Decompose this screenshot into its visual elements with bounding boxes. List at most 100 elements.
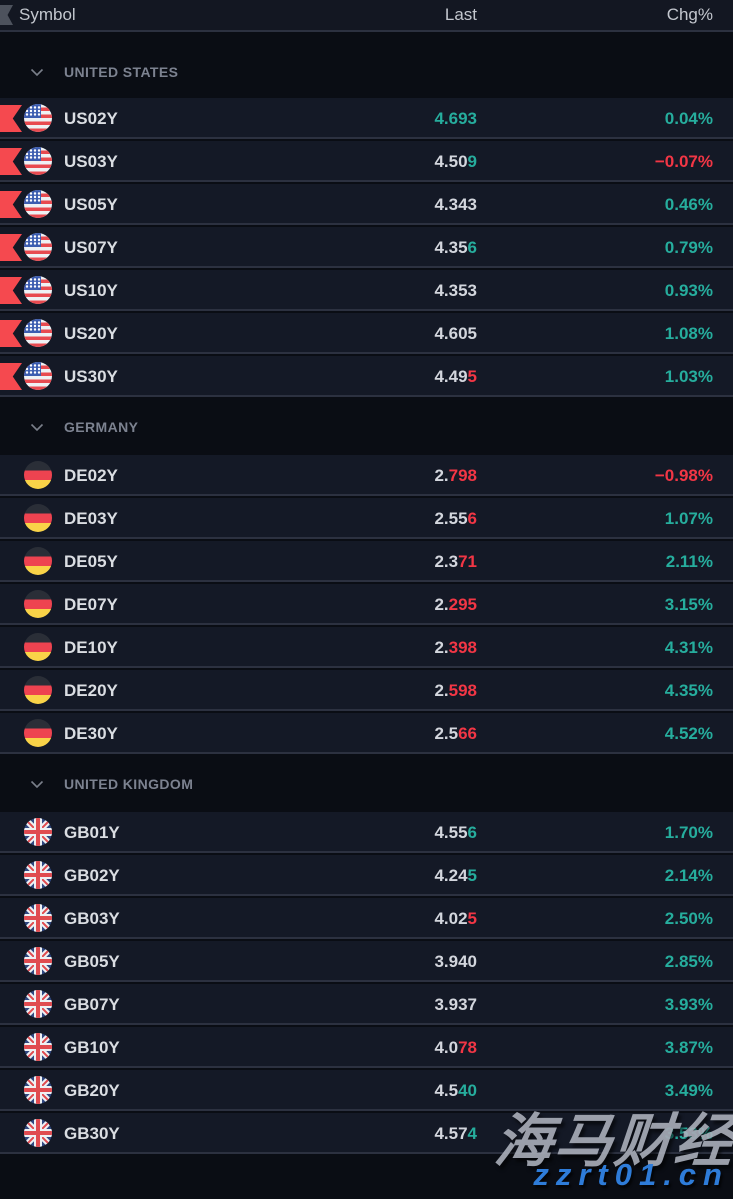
us-flag-icon xyxy=(24,362,52,390)
table-row[interactable]: US03Y 4.509 −0.07% xyxy=(0,141,733,182)
table-row[interactable]: US05Y 4.343 0.46% xyxy=(0,184,733,225)
last-value: 2.371 xyxy=(434,552,477,571)
last-value: 4.556 xyxy=(434,823,477,842)
germany-flag-icon xyxy=(24,590,52,618)
uk-flag-icon xyxy=(24,1033,52,1061)
table-row[interactable]: GB03Y 4.025 2.50% xyxy=(0,898,733,939)
column-header-symbol[interactable]: Symbol xyxy=(19,5,76,24)
symbol-label: DE10Y xyxy=(64,638,118,657)
symbol-label: DE20Y xyxy=(64,681,118,700)
last-value: 4.693 xyxy=(434,109,477,128)
uk-flag-icon xyxy=(24,861,52,889)
last-value: 4.540 xyxy=(434,1081,477,1100)
symbol-label: US10Y xyxy=(64,281,118,300)
table-row[interactable]: DE03Y 2.556 1.07% xyxy=(0,498,733,539)
column-header-last[interactable]: Last xyxy=(444,5,477,24)
change-percent: 2.85% xyxy=(664,952,713,971)
symbol-label: DE07Y xyxy=(64,595,118,614)
last-value: 3.940 xyxy=(434,952,477,971)
last-value: 4.356 xyxy=(434,238,477,257)
uk-flag-icon xyxy=(24,1119,52,1147)
germany-flag-icon xyxy=(24,633,52,661)
table-row[interactable]: GB05Y 3.940 2.85% xyxy=(0,941,733,982)
last-value: 2.556 xyxy=(434,509,477,528)
symbol-label: US02Y xyxy=(64,109,118,128)
uk-flag-icon xyxy=(24,990,52,1018)
symbol-label: DE30Y xyxy=(64,724,118,743)
change-percent: 4.31% xyxy=(664,638,713,657)
table-row[interactable]: GB30Y 4.574 3.53% xyxy=(0,1113,733,1154)
symbol-label: GB30Y xyxy=(64,1124,120,1143)
change-percent: 3.15% xyxy=(664,595,713,614)
change-percent: 3.93% xyxy=(664,995,713,1014)
symbol-label: GB05Y xyxy=(64,952,120,971)
table-row[interactable]: DE02Y 2.798 −0.98% xyxy=(0,455,733,496)
symbol-label: GB20Y xyxy=(64,1081,120,1100)
symbol-label: DE03Y xyxy=(64,509,118,528)
last-value: 2.798 xyxy=(434,466,477,485)
table-row[interactable]: GB07Y 3.937 3.93% xyxy=(0,984,733,1025)
uk-flag-icon xyxy=(24,904,52,932)
chevron-down-icon[interactable] xyxy=(30,780,44,789)
table-row[interactable]: DE30Y 2.566 4.52% xyxy=(0,713,733,754)
change-percent: 1.07% xyxy=(664,509,713,528)
symbol-label: DE02Y xyxy=(64,466,118,485)
table-row[interactable]: US07Y 4.356 0.79% xyxy=(0,227,733,268)
column-header-chg[interactable]: Chg% xyxy=(666,5,713,24)
symbol-label: GB07Y xyxy=(64,995,120,1014)
flag-marker[interactable] xyxy=(0,320,22,347)
change-percent: 4.35% xyxy=(664,681,713,700)
table-row[interactable]: US10Y 4.353 0.93% xyxy=(0,270,733,311)
us-flag-icon xyxy=(24,319,52,347)
table-row[interactable]: GB02Y 4.245 2.14% xyxy=(0,855,733,896)
watchlist-column-header: Symbol Last Chg% xyxy=(0,0,733,32)
germany-flag-icon xyxy=(24,504,52,532)
us-flag-icon xyxy=(24,104,52,132)
group-header-germany[interactable]: GERMANY xyxy=(0,399,733,455)
group-label: GERMANY xyxy=(64,419,139,435)
germany-flag-icon xyxy=(24,719,52,747)
germany-flag-icon xyxy=(24,676,52,704)
change-percent: 3.49% xyxy=(664,1081,713,1100)
uk-flag-icon xyxy=(24,947,52,975)
table-row[interactable]: GB20Y 4.540 3.49% xyxy=(0,1070,733,1111)
flag-marker[interactable] xyxy=(0,191,22,218)
table-row[interactable]: DE10Y 2.398 4.31% xyxy=(0,627,733,668)
change-percent: 3.53% xyxy=(664,1124,713,1143)
group-header-united-states[interactable]: UNITED STATES xyxy=(0,32,733,98)
germany-flag-icon xyxy=(24,461,52,489)
symbol-label: US03Y xyxy=(64,152,118,171)
table-row[interactable]: GB10Y 4.078 3.87% xyxy=(0,1027,733,1068)
us-flag-icon xyxy=(24,233,52,261)
table-row[interactable]: GB01Y 4.556 1.70% xyxy=(0,812,733,853)
flag-marker[interactable] xyxy=(0,234,22,261)
flag-marker[interactable] xyxy=(0,105,22,132)
germany-flag-icon xyxy=(24,547,52,575)
table-row[interactable]: DE07Y 2.295 3.15% xyxy=(0,584,733,625)
table-row[interactable]: DE05Y 2.371 2.11% xyxy=(0,541,733,582)
last-value: 4.605 xyxy=(434,324,477,343)
change-percent: 0.93% xyxy=(664,281,713,300)
table-row[interactable]: US20Y 4.605 1.08% xyxy=(0,313,733,354)
flag-marker[interactable] xyxy=(0,363,22,390)
table-row[interactable]: DE20Y 2.598 4.35% xyxy=(0,670,733,711)
uk-flag-icon xyxy=(24,1076,52,1104)
chevron-down-icon[interactable] xyxy=(30,68,44,77)
last-value: 4.353 xyxy=(434,281,477,300)
table-row[interactable]: US02Y 4.693 0.04% xyxy=(0,98,733,139)
flag-marker-icon[interactable] xyxy=(0,5,13,25)
change-percent: 2.50% xyxy=(664,909,713,928)
flag-marker[interactable] xyxy=(0,277,22,304)
symbol-label: GB02Y xyxy=(64,866,120,885)
last-value: 4.574 xyxy=(434,1124,477,1143)
chevron-down-icon[interactable] xyxy=(30,423,44,432)
table-row[interactable]: US30Y 4.495 1.03% xyxy=(0,356,733,397)
last-value: 3.937 xyxy=(434,995,477,1014)
us-flag-icon xyxy=(24,147,52,175)
change-percent: 1.08% xyxy=(664,324,713,343)
flag-marker[interactable] xyxy=(0,148,22,175)
symbol-label: US20Y xyxy=(64,324,118,343)
change-percent: 0.79% xyxy=(664,238,713,257)
group-header-united-kingdom[interactable]: UNITED KINGDOM xyxy=(0,756,733,812)
change-percent: 2.11% xyxy=(665,552,713,571)
